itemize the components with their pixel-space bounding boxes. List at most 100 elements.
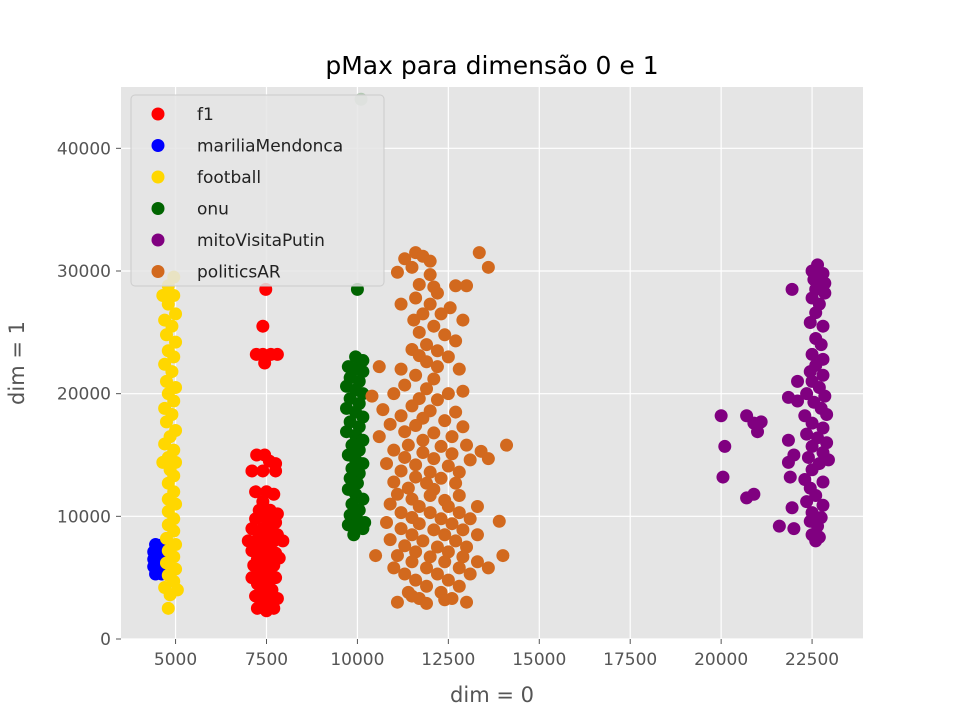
data-point [816,498,830,512]
data-point [423,488,437,502]
data-point [449,476,463,490]
data-point [276,534,290,548]
data-point [398,378,412,392]
data-point [409,545,423,559]
data-point [420,561,434,575]
data-point [383,417,397,431]
x-tick-label: 20000 [694,650,748,670]
data-point [390,549,404,563]
data-point [460,438,474,452]
legend-box [130,94,385,287]
data-point [816,421,830,435]
data-point [470,528,484,542]
data-point [751,425,765,439]
data-point [256,319,270,333]
data-point [347,528,361,542]
data-point [409,458,423,472]
data-point [350,476,364,490]
data-point [820,436,834,450]
data-point [398,450,412,464]
data-point [430,286,444,300]
data-point [803,365,817,379]
data-point [163,588,177,602]
legend-label: football [197,168,261,188]
data-point [356,492,370,506]
data-point [481,561,495,575]
x-tick-label: 5000 [154,650,197,670]
data-point [800,387,814,401]
data-point [754,415,768,429]
data-point [449,279,463,293]
data-point [791,374,805,388]
data-point [390,595,404,609]
data-point [787,522,801,536]
series-mitoVisitaPutin [714,258,835,548]
data-point [416,307,430,321]
data-point [783,470,797,484]
data-point [438,555,452,569]
data-point [445,430,459,444]
data-point [430,393,444,407]
data-point [427,319,441,333]
data-point [380,457,394,471]
data-point [409,419,423,433]
y-tick-label: 0 [100,630,111,650]
data-point [387,387,401,401]
data-point [816,319,830,333]
data-point [169,307,183,321]
data-point [416,446,430,460]
data-point [441,459,455,473]
data-point [801,450,815,464]
data-point [159,415,173,429]
legend-marker [151,107,165,121]
data-point [394,297,408,311]
data-point [394,522,408,536]
data-point [427,372,441,386]
data-point [390,487,404,501]
data-point [470,500,484,514]
series-mariliaMendonca [147,538,170,581]
data-point [820,408,834,422]
data-point [405,528,419,542]
data-point [791,394,805,408]
data-point [159,328,173,342]
data-point [270,347,284,361]
data-point [387,561,401,575]
data-point [394,506,408,520]
data-point [430,567,444,581]
legend-marker [151,139,165,152]
data-point [438,528,452,542]
data-point [159,531,173,545]
legend-marker [151,170,165,184]
data-point [441,573,455,587]
data-point [405,399,419,413]
data-point [405,260,419,274]
data-point [434,439,448,453]
data-point [394,409,408,423]
data-point [420,596,434,610]
chart-title: pMax para dimensão 0 e 1 [325,51,658,80]
data-point [438,414,452,428]
data-point [456,523,470,537]
data-point [818,389,832,403]
data-point [416,534,430,548]
legend-marker [151,202,165,215]
legend-label: f1 [197,105,214,125]
y-tick-label: 20000 [57,385,111,405]
data-point [427,426,441,440]
data-point [267,601,281,615]
data-point [472,246,486,260]
data-point [412,325,426,339]
data-point [718,439,732,453]
y-axis-label: dim = 1 [5,321,29,405]
data-point [423,465,437,479]
y-tick-label: 40000 [57,139,111,159]
data-point [383,533,397,547]
data-point [816,368,830,382]
data-point [376,403,390,417]
data-point [258,356,272,370]
data-point [161,601,175,615]
data-point [383,497,397,511]
data-point [420,338,434,352]
data-point [161,297,175,311]
